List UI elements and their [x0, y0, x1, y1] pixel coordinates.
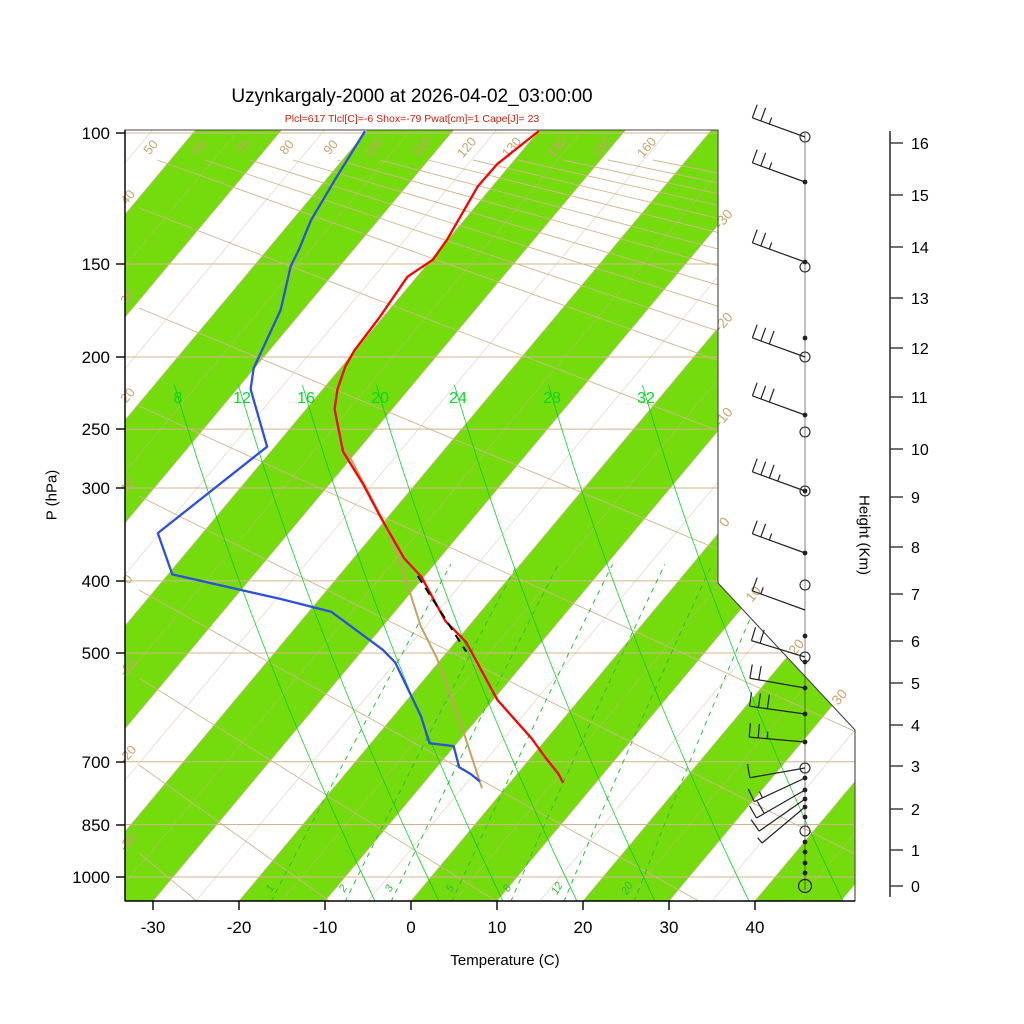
svg-text:-20: -20 — [227, 918, 252, 937]
svg-text:10: 10 — [911, 442, 929, 459]
svg-text:13: 13 — [911, 291, 929, 308]
svg-text:2: 2 — [911, 802, 920, 819]
svg-text:90: 90 — [320, 137, 341, 158]
svg-text:9: 9 — [911, 490, 920, 507]
svg-text:120: 120 — [454, 134, 479, 160]
page-title: Uzynkargaly-2000 at 2026-04-02_03:00:00 — [231, 86, 593, 107]
pressure-axis: 100 150 200 250 300 400 500 700 850 1000 — [72, 124, 126, 901]
svg-text:-10: -10 — [313, 918, 338, 937]
svg-text:1000: 1000 — [72, 868, 110, 887]
svg-text:50: 50 — [140, 137, 161, 158]
wind-barbs — [746, 104, 813, 894]
temperature-axis: -30 -20 -10 0 10 20 30 40 — [125, 900, 855, 937]
svg-text:80: 80 — [276, 137, 297, 158]
svg-text:8: 8 — [911, 540, 920, 557]
svg-text:500: 500 — [82, 644, 110, 663]
moist-adiabat-lines — [173, 384, 855, 901]
temperature-curve — [333, 130, 565, 784]
svg-text:0: 0 — [911, 879, 920, 896]
svg-text:16: 16 — [911, 136, 929, 153]
svg-text:32: 32 — [637, 390, 655, 407]
svg-text:300: 300 — [82, 479, 110, 498]
svg-text:160: 160 — [634, 134, 659, 160]
svg-text:6: 6 — [911, 634, 920, 651]
svg-text:4: 4 — [911, 718, 920, 735]
svg-text:3: 3 — [911, 759, 920, 776]
svg-text:40: 40 — [746, 918, 765, 937]
svg-text:20: 20 — [117, 385, 138, 406]
svg-text:28: 28 — [543, 390, 561, 407]
svg-text:250: 250 — [82, 420, 110, 439]
svg-text:0: 0 — [119, 572, 135, 587]
svg-text:200: 200 — [82, 348, 110, 367]
svg-text:-30: -30 — [141, 918, 166, 937]
svg-text:12: 12 — [549, 880, 566, 897]
svg-text:20: 20 — [371, 390, 389, 407]
svg-text:0: 0 — [406, 918, 415, 937]
svg-text:12: 12 — [911, 341, 929, 358]
svg-text:11: 11 — [911, 390, 928, 407]
svg-text:1: 1 — [911, 843, 920, 860]
svg-text:3: 3 — [383, 882, 397, 894]
svg-text:-20: -20 — [711, 309, 736, 335]
svg-text:100: 100 — [82, 124, 110, 143]
svg-text:5: 5 — [911, 676, 920, 693]
height-axis-title: Height (Km) — [855, 494, 873, 576]
svg-text:150: 150 — [82, 255, 110, 274]
svg-text:7: 7 — [911, 587, 920, 604]
svg-text:850: 850 — [82, 816, 110, 835]
svg-text:24: 24 — [449, 390, 467, 407]
svg-text:12: 12 — [233, 390, 251, 407]
svg-text:400: 400 — [82, 572, 110, 591]
svg-text:8: 8 — [174, 390, 183, 407]
svg-text:1: 1 — [264, 883, 277, 894]
svg-text:30: 30 — [660, 918, 679, 937]
pressure-axis-title: P (hPa) — [43, 469, 61, 521]
parcel-dashed-segment — [416, 575, 468, 653]
temperature-axis-title: Temperature (C) — [450, 952, 560, 969]
moist-adiabat-labels: 8 12 16 20 24 28 32 — [174, 390, 655, 407]
svg-text:16: 16 — [297, 390, 315, 407]
svg-text:15: 15 — [911, 188, 929, 205]
dewpoint-curve — [156, 130, 481, 783]
svg-text:20: 20 — [574, 918, 593, 937]
svg-text:2: 2 — [336, 883, 350, 895]
svg-text:14: 14 — [911, 240, 929, 257]
svg-text:700: 700 — [82, 753, 110, 772]
mixing-ratio-lines — [270, 564, 775, 901]
sounding-indices-subtitle: Plcl=617 Tlcl[C]=-6 Shox=-79 Pwat[cm]=1 … — [284, 113, 540, 125]
svg-text:10: 10 — [488, 918, 507, 937]
